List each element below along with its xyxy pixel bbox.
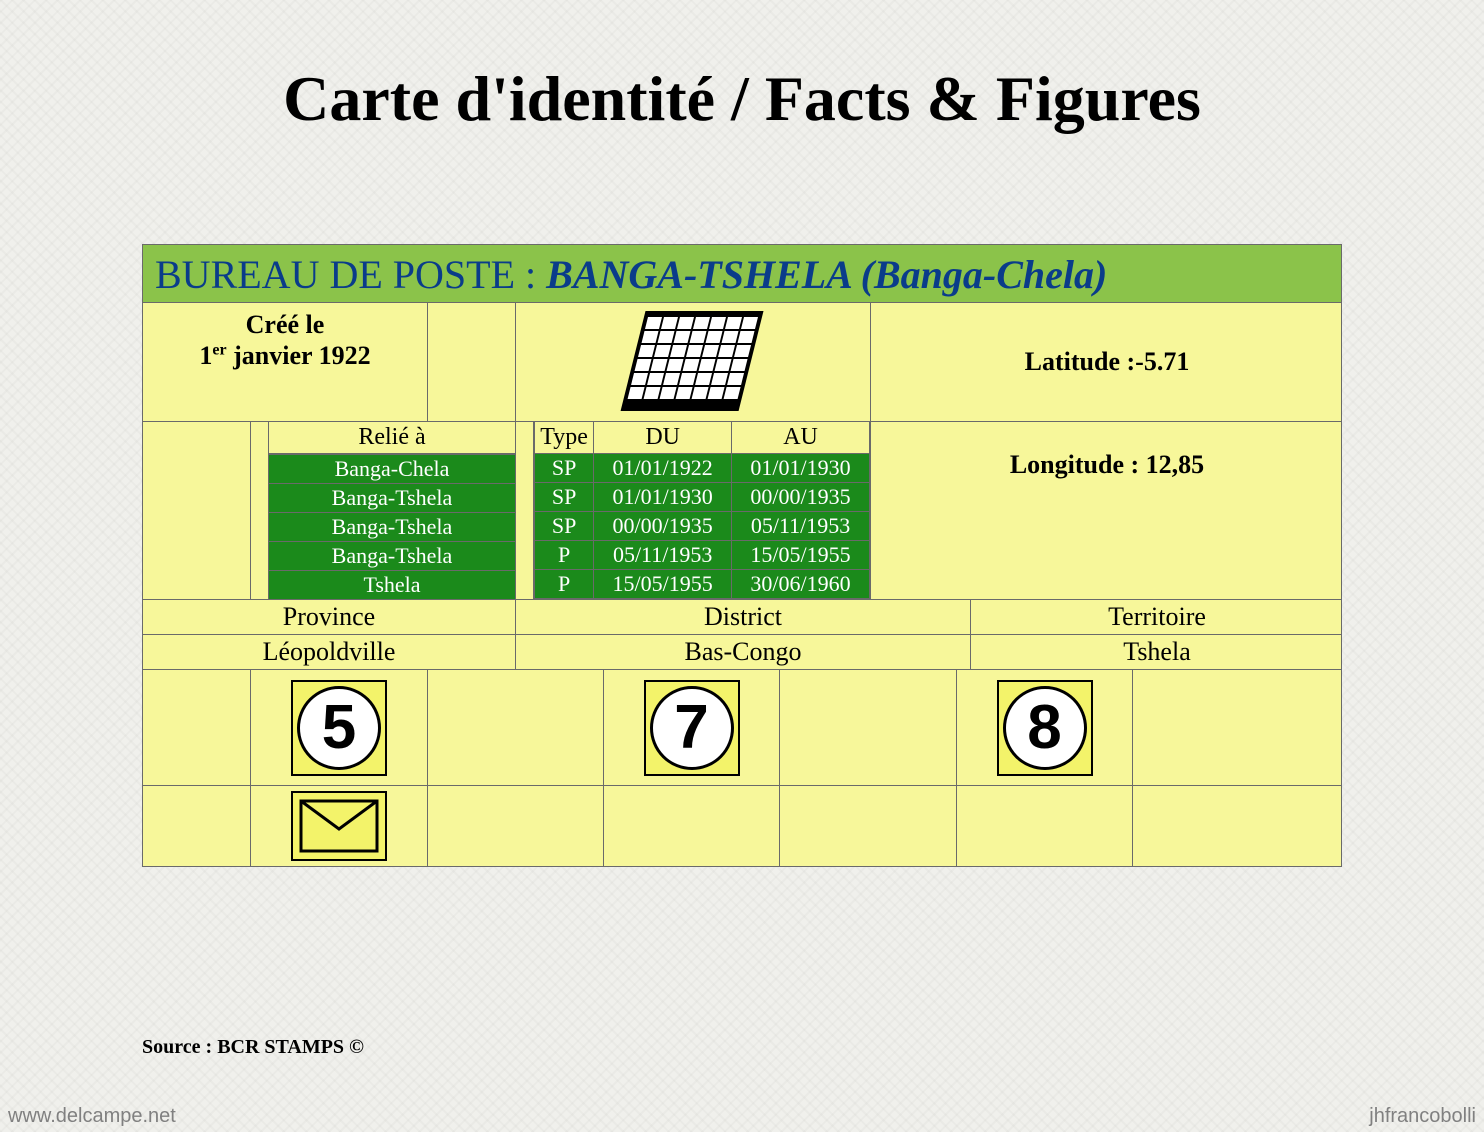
badge-number: 5 <box>297 686 381 770</box>
value-province: Léopoldville <box>143 635 516 669</box>
empty-cell <box>1133 786 1343 866</box>
empty-cell <box>143 786 251 866</box>
col-header-du: DU <box>594 422 732 454</box>
badge-cell: 5 <box>251 670 428 785</box>
empty-cell <box>428 786 604 866</box>
row-created: Créé le 1er janvier 1922 <box>143 303 1341 422</box>
badge: 8 <box>997 680 1093 776</box>
relie-column: Relié à Banga-Chela Banga-Tshela Banga-T… <box>251 422 516 599</box>
table-row: P15/05/195530/06/1960 <box>535 570 870 599</box>
header-district: District <box>516 600 971 634</box>
watermark: www.delcampe.net <box>8 1105 176 1128</box>
source-line: Source : BCR STAMPS © <box>142 1036 364 1059</box>
calendar-icon <box>618 309 768 415</box>
row-loc-values: Léopoldville Bas-Congo Tshela <box>143 635 1341 670</box>
empty-cell <box>143 670 251 785</box>
empty-cell <box>428 303 516 421</box>
empty-cell <box>604 786 780 866</box>
badge: 7 <box>644 680 740 776</box>
source-label: Source : <box>142 1036 217 1058</box>
source-value: BCR STAMPS © <box>217 1036 364 1058</box>
longitude-value: 12,85 <box>1146 450 1205 479</box>
badge-cell: 8 <box>957 670 1133 785</box>
uploader: jhfrancobolli <box>1369 1105 1476 1128</box>
envelope-cell <box>251 786 428 866</box>
value-territoire: Tshela <box>971 635 1343 669</box>
table-row: SP00/00/193505/11/1953 <box>535 512 870 541</box>
empty-cell <box>957 786 1133 866</box>
relie-list: Banga-Chela Banga-Tshela Banga-Tshela Ba… <box>269 454 515 599</box>
badge-cell: 7 <box>604 670 780 785</box>
relie-item: Tshela <box>269 570 515 599</box>
page-frame: Carte d'identité / Facts & Figures BUREA… <box>50 36 1434 1096</box>
latitude-cell: Latitude : -5.71 <box>871 303 1343 421</box>
empty-cell <box>143 422 251 599</box>
empty-cell <box>780 786 957 866</box>
banner-label: BUREAU DE POSTE : <box>155 252 546 297</box>
row-loc-headers: Province District Territoire <box>143 600 1341 635</box>
longitude-cell: Longitude : 12,85 <box>871 422 1343 599</box>
gutter <box>251 422 269 599</box>
page-title: Carte d'identité / Facts & Figures <box>50 36 1434 136</box>
table-row: P05/11/195315/05/1955 <box>535 541 870 570</box>
latitude-label: Latitude : <box>1025 347 1136 377</box>
row-history: Relié à Banga-Chela Banga-Tshela Banga-T… <box>143 422 1341 600</box>
relie-header: Relié à <box>269 422 515 454</box>
empty-cell <box>1133 670 1343 785</box>
col-header-type: Type <box>535 422 594 454</box>
header-territoire: Territoire <box>971 600 1343 634</box>
badge: 5 <box>291 680 387 776</box>
calendar-cell <box>516 303 871 421</box>
value-district: Bas-Congo <box>516 635 971 669</box>
longitude-label: Longitude : <box>1010 450 1146 479</box>
empty-cell <box>780 670 957 785</box>
id-card: BUREAU DE POSTE : BANGA-TSHELA (Banga-Ch… <box>142 244 1342 867</box>
gutter <box>516 422 534 599</box>
table-row: SP01/01/193000/00/1935 <box>535 483 870 512</box>
banner-value: BANGA-TSHELA (Banga-Chela) <box>546 252 1107 297</box>
row-envelope <box>143 786 1341 866</box>
envelope-icon <box>291 791 387 861</box>
latitude-value: -5.71 <box>1135 347 1189 377</box>
badge-number: 7 <box>650 686 734 770</box>
row-badges: 5 7 8 <box>143 670 1341 786</box>
created-line2: 1er janvier 1922 <box>151 340 419 371</box>
dates-table: Type DU AU SP01/01/192201/01/1930 SP01/0… <box>534 422 870 599</box>
relie-item: Banga-Tshela <box>269 483 515 512</box>
badge-number: 8 <box>1003 686 1087 770</box>
created-cell: Créé le 1er janvier 1922 <box>143 303 428 421</box>
col-header-au: AU <box>732 422 870 454</box>
created-line1: Créé le <box>151 309 419 340</box>
relie-item: Banga-Chela <box>269 454 515 483</box>
banner: BUREAU DE POSTE : BANGA-TSHELA (Banga-Ch… <box>143 245 1341 303</box>
table-row: SP01/01/192201/01/1930 <box>535 454 870 483</box>
dates-column: Type DU AU SP01/01/192201/01/1930 SP01/0… <box>516 422 871 599</box>
header-province: Province <box>143 600 516 634</box>
relie-item: Banga-Tshela <box>269 512 515 541</box>
relie-item: Banga-Tshela <box>269 541 515 570</box>
empty-cell <box>428 670 604 785</box>
